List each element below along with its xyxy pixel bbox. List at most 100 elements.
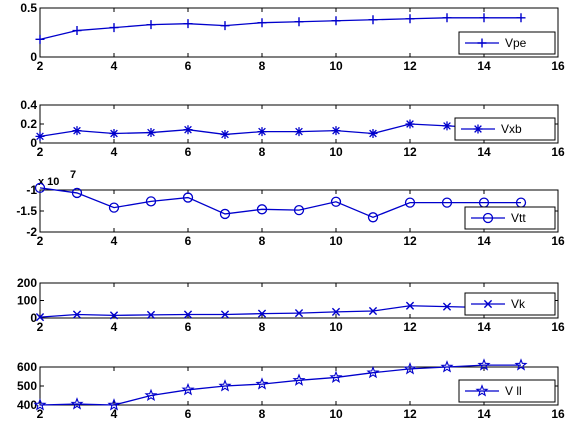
y-tick-label: 0 <box>30 136 37 150</box>
x-tick-label: 16 <box>551 59 565 73</box>
legend: Vtt <box>464 206 556 230</box>
data-point <box>35 131 45 141</box>
data-point <box>181 382 195 396</box>
x-tick-label: 16 <box>551 234 565 248</box>
data-point <box>514 358 528 371</box>
y-tick-label: -1.5 <box>16 204 37 218</box>
data-point <box>440 360 454 373</box>
data-point <box>368 306 378 316</box>
y-tick-label: 600 <box>17 360 37 374</box>
data-point <box>256 204 268 215</box>
x-tick-label: 14 <box>477 59 491 73</box>
legend-marker <box>483 299 493 309</box>
data-point <box>403 362 417 375</box>
legend-label: Vk <box>511 297 526 311</box>
subplot-5: 2 4 6 8 10 12 14 16 400 500 600 V ll <box>17 358 565 421</box>
legend-label: Vtt <box>511 211 526 225</box>
data-point <box>109 311 119 320</box>
x-tick-label: 4 <box>111 407 118 421</box>
data-point <box>477 358 491 371</box>
data-point <box>294 127 304 137</box>
data-point <box>218 379 232 392</box>
data-point <box>70 397 84 410</box>
data-point <box>405 301 415 310</box>
data-point <box>220 21 230 31</box>
legend-marker <box>477 38 487 48</box>
data-point <box>329 370 343 384</box>
x-tick-label: 8 <box>259 234 266 248</box>
x-tick-label: 8 <box>259 407 266 421</box>
data-point <box>108 202 120 213</box>
x-tick-label: 10 <box>329 320 343 334</box>
y-tick-label: 0.2 <box>20 117 37 131</box>
data-point <box>183 310 193 319</box>
x-tick-label: 12 <box>403 145 417 159</box>
data-point <box>72 310 82 319</box>
data-point <box>405 14 415 24</box>
legend: Vpe <box>458 31 556 55</box>
data-point <box>219 208 231 220</box>
exponent-power: 7 <box>70 169 76 181</box>
x-tick-label: 2 <box>37 59 44 73</box>
series-line <box>39 305 521 318</box>
x-tick-label: 16 <box>551 320 565 334</box>
data-point <box>516 13 526 23</box>
data-point <box>404 197 416 208</box>
x-tick-label: 4 <box>111 234 118 248</box>
legend: Vk <box>464 292 556 316</box>
legend-marker <box>473 124 483 134</box>
subplot-4: 2 4 6 8 10 12 14 16 0 100 200 Vk <box>17 276 565 334</box>
exponent-label: x 10 <box>38 176 59 188</box>
x-tick-label: 10 <box>329 234 343 248</box>
x-tick-label: 14 <box>477 234 491 248</box>
x-tick-label: 2 <box>37 320 44 334</box>
x-tick-label: 14 <box>477 320 491 334</box>
legend-box <box>454 117 556 141</box>
y-tick-label: 0.5 <box>20 1 37 15</box>
data-point <box>146 20 156 30</box>
data-point <box>293 205 305 216</box>
data-point <box>220 129 230 139</box>
x-tick-label: 12 <box>403 59 417 73</box>
data-point <box>109 129 119 138</box>
data-point <box>183 19 193 29</box>
data-point <box>34 182 46 194</box>
x-tick-label: 2 <box>37 234 44 248</box>
y-tick-label: 0 <box>30 311 37 325</box>
legend-marker <box>482 212 494 224</box>
y-tick-label: 400 <box>17 398 37 412</box>
x-tick-label: 12 <box>403 234 417 248</box>
legend-box <box>464 292 556 316</box>
legend: Vxb <box>454 117 556 141</box>
x-tick-label: 2 <box>37 145 44 159</box>
y-tick-label: 500 <box>17 379 37 393</box>
data-point <box>442 121 452 131</box>
y-tick-label: 100 <box>17 294 37 308</box>
data-point <box>109 23 119 33</box>
data-point <box>368 129 378 138</box>
data-point <box>72 126 82 136</box>
y-tick-label: -1 <box>26 183 37 197</box>
data-point <box>405 119 415 129</box>
x-tick-label: 6 <box>185 320 192 334</box>
data-point <box>145 196 157 207</box>
x-tick-label: 8 <box>259 320 266 334</box>
x-tick-label: 8 <box>259 59 266 73</box>
legend-box <box>458 379 556 403</box>
x-tick-label: 10 <box>329 145 343 159</box>
data-point <box>71 187 83 199</box>
data-point <box>257 309 267 318</box>
legend-label: Vxb <box>501 122 522 136</box>
x-tick-label: 10 <box>329 59 343 73</box>
data-point <box>366 365 380 379</box>
data-point <box>442 302 452 311</box>
x-tick-label: 10 <box>329 407 343 421</box>
legend-marker <box>475 384 489 397</box>
legend-label: Vpe <box>505 36 527 50</box>
data-point <box>183 125 193 135</box>
data-point <box>257 18 267 28</box>
data-point <box>367 212 379 223</box>
data-point <box>35 313 45 322</box>
x-tick-label: 6 <box>185 407 192 421</box>
x-tick-label: 4 <box>111 145 118 159</box>
